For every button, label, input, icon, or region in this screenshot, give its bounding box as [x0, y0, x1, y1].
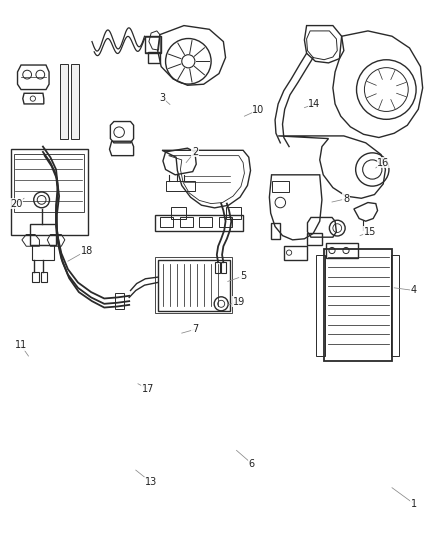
- Bar: [71, 64, 79, 139]
- Text: 3: 3: [159, 93, 165, 102]
- Text: 14: 14: [308, 99, 321, 109]
- Text: 1: 1: [411, 499, 417, 508]
- Bar: [30, 224, 56, 245]
- Bar: [199, 217, 212, 227]
- Bar: [324, 249, 392, 361]
- Bar: [219, 217, 232, 227]
- Text: 5: 5: [240, 271, 246, 281]
- Bar: [215, 262, 220, 273]
- Bar: [145, 37, 160, 52]
- Bar: [32, 245, 54, 260]
- Text: 10: 10: [252, 105, 265, 115]
- Bar: [180, 217, 193, 227]
- Text: 2: 2: [192, 147, 198, 157]
- Bar: [145, 36, 161, 53]
- Bar: [160, 217, 173, 227]
- Text: 18: 18: [81, 246, 93, 255]
- Bar: [284, 246, 307, 260]
- Bar: [226, 207, 241, 219]
- Text: 13: 13: [145, 478, 157, 487]
- Bar: [11, 149, 88, 235]
- Bar: [221, 262, 226, 273]
- Bar: [171, 207, 186, 219]
- Bar: [148, 52, 160, 63]
- Bar: [391, 255, 399, 356]
- Text: 15: 15: [364, 227, 376, 237]
- Text: 20: 20: [11, 199, 23, 208]
- Bar: [115, 293, 124, 309]
- Bar: [41, 272, 47, 282]
- Text: 11: 11: [15, 341, 27, 350]
- Bar: [60, 64, 68, 139]
- Text: 7: 7: [192, 325, 198, 334]
- Bar: [316, 255, 325, 356]
- Bar: [155, 215, 243, 231]
- Bar: [158, 260, 230, 311]
- Text: 4: 4: [411, 286, 417, 295]
- Bar: [14, 154, 84, 212]
- Text: 6: 6: [249, 459, 255, 469]
- Text: 16: 16: [377, 158, 389, 167]
- Bar: [326, 243, 358, 258]
- Bar: [166, 181, 195, 191]
- Bar: [32, 272, 39, 282]
- Text: 17: 17: [142, 384, 154, 394]
- Text: 8: 8: [343, 194, 349, 204]
- Text: 19: 19: [233, 297, 245, 306]
- Bar: [155, 257, 232, 313]
